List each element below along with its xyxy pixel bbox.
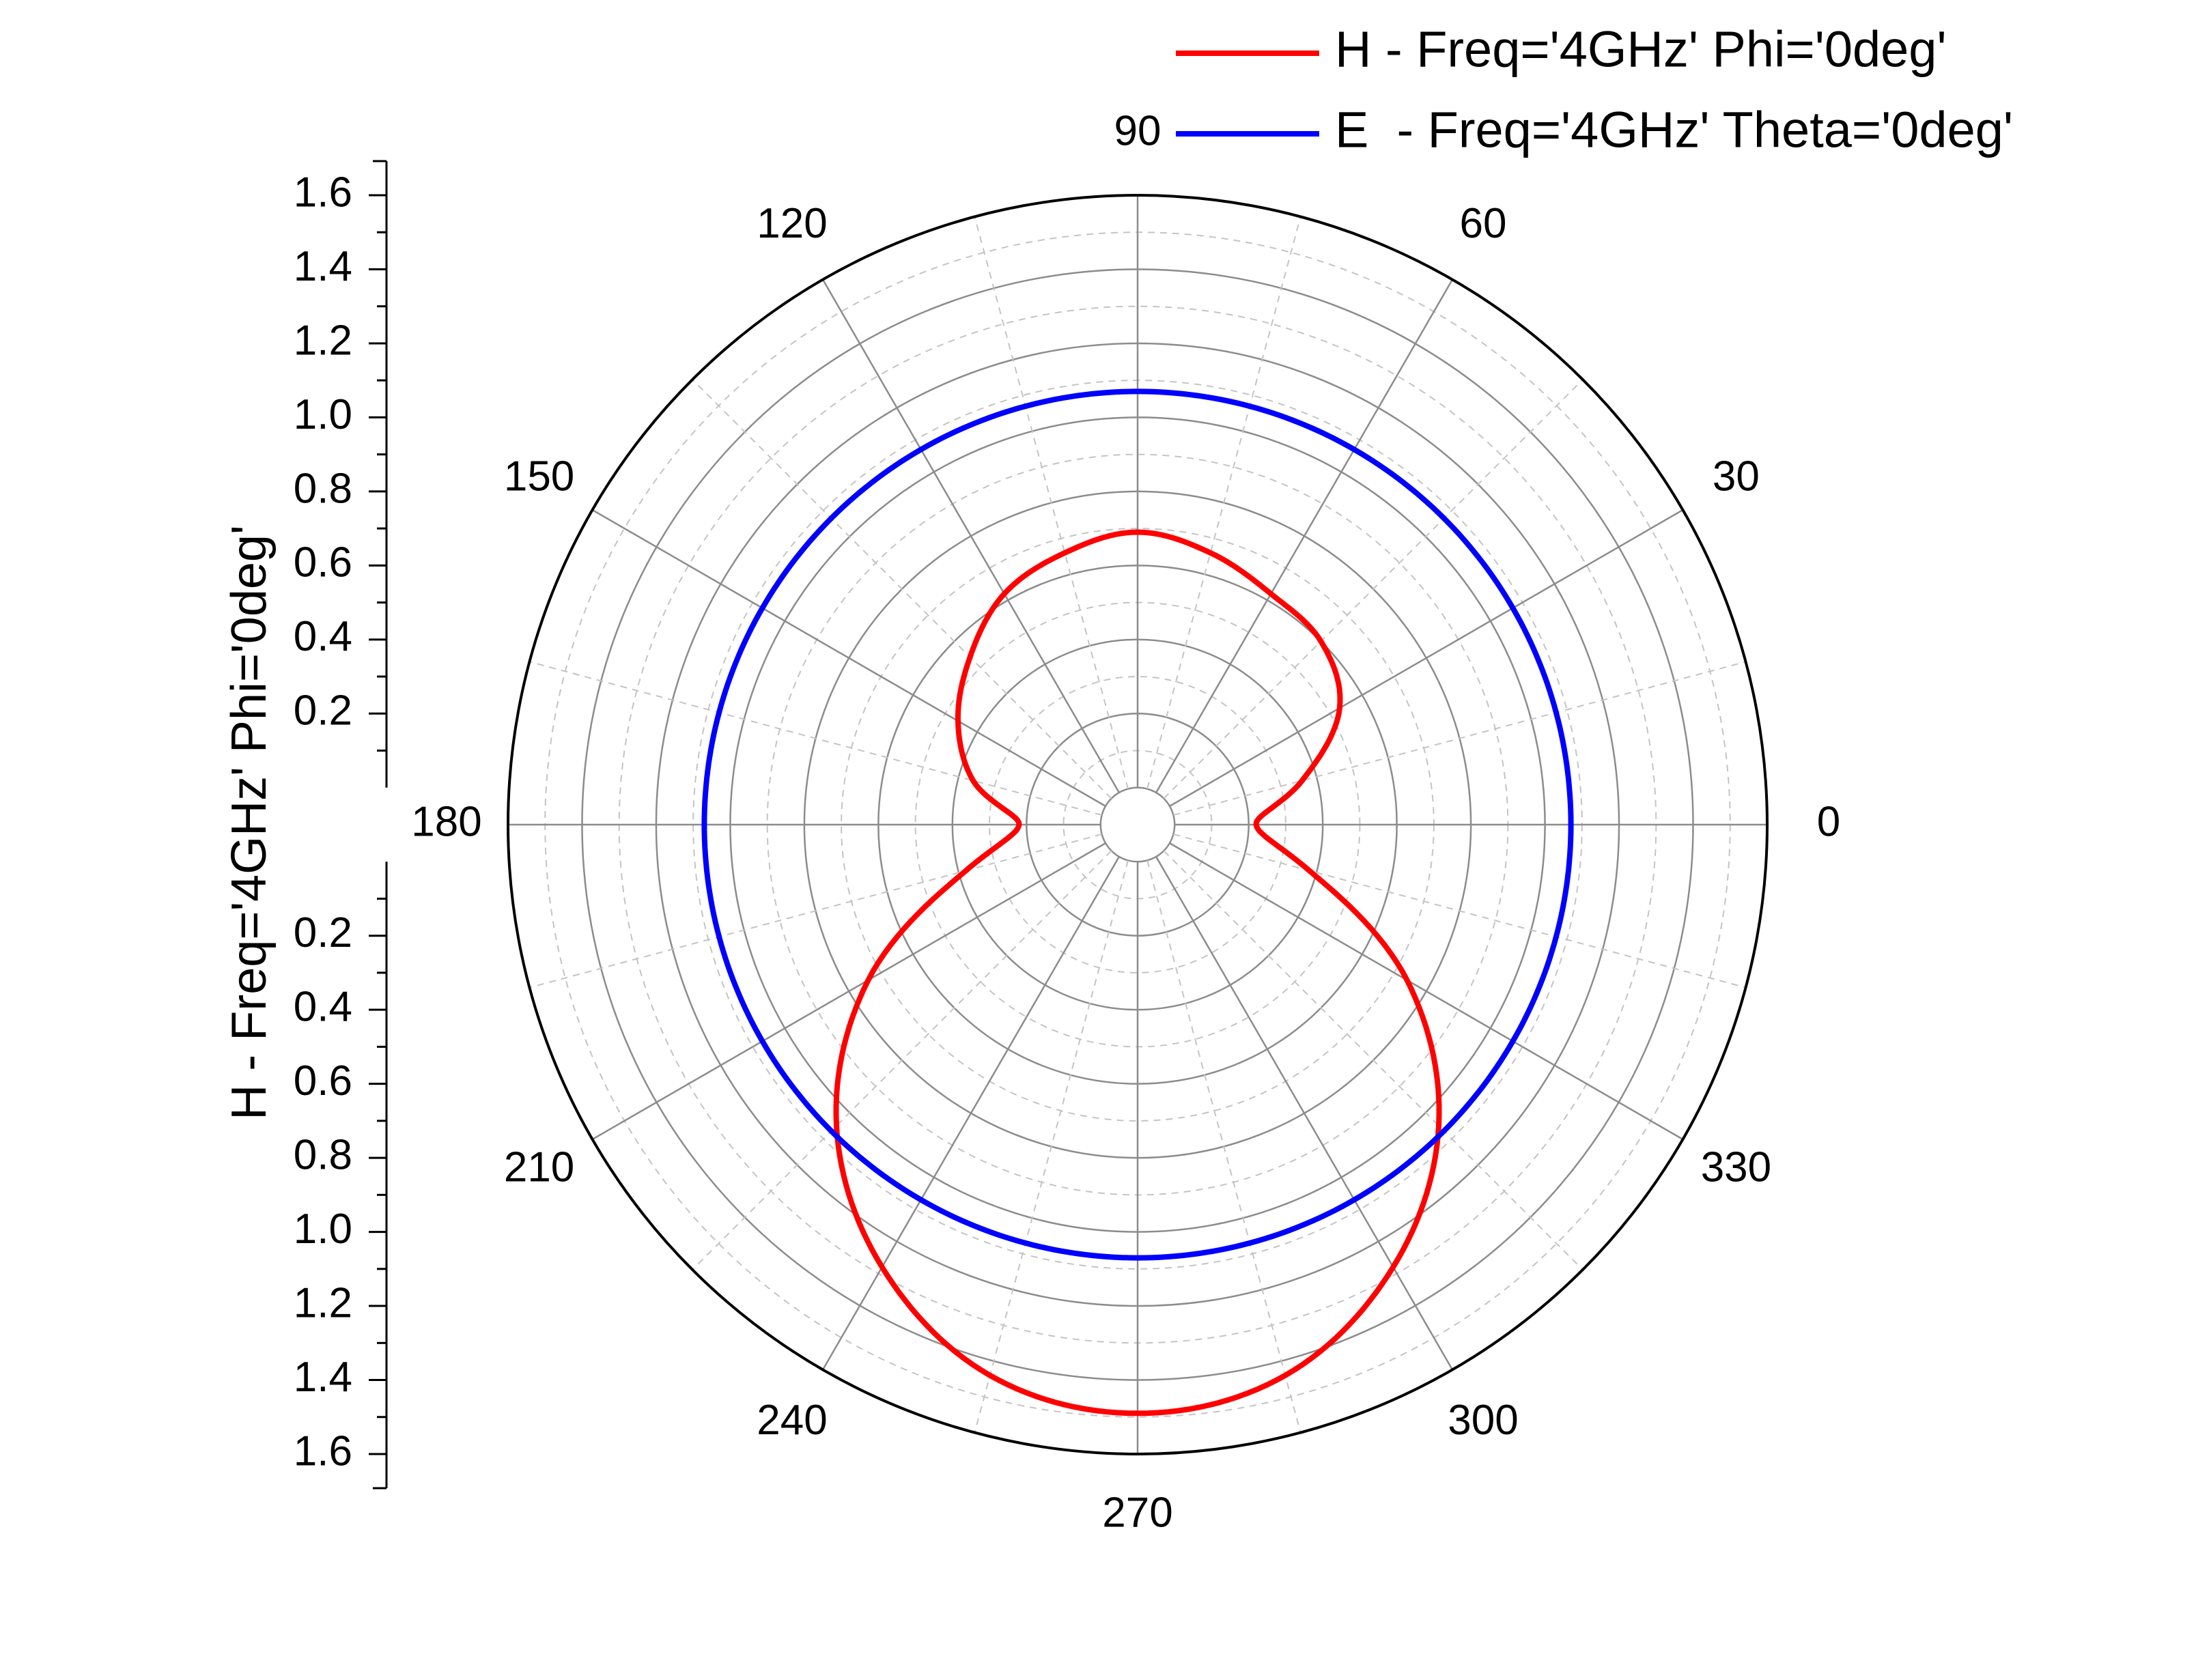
grid-spoke-minor bbox=[692, 850, 1112, 1270]
radial-tick-label: 0.4 bbox=[294, 613, 352, 660]
legend-label: H - Freq='4GHz' Phi='0deg' bbox=[1335, 21, 1947, 78]
grid-spoke-major bbox=[591, 842, 1106, 1141]
series-e-line bbox=[701, 388, 1574, 1261]
angular-tick-label: 150 bbox=[504, 453, 574, 500]
grid-spoke-minor bbox=[1173, 661, 1746, 816]
angular-tick-label: 30 bbox=[1713, 453, 1760, 500]
outer-ring bbox=[507, 194, 1769, 1455]
angular-tick-labels: 0 30 60 90 120 150 180 210 240 270 300 330 bbox=[411, 107, 1840, 1536]
radial-tick-label: 0.2 bbox=[294, 687, 352, 735]
series-layer bbox=[701, 388, 1574, 1416]
grid-spoke-major bbox=[821, 856, 1120, 1371]
radial-tick-label: 1.2 bbox=[294, 1279, 352, 1326]
radial-tick-label: 1.4 bbox=[294, 1354, 352, 1401]
radial-tick-label: 1.2 bbox=[294, 317, 352, 364]
radial-tick-label: 1.4 bbox=[294, 243, 352, 290]
radial-tick-label: 1.0 bbox=[294, 1206, 352, 1253]
radial-tick-label: 0.4 bbox=[294, 984, 352, 1031]
grid-spoke-minor bbox=[692, 379, 1112, 799]
radial-tick-label: 1.0 bbox=[294, 391, 352, 438]
grid-ring-major bbox=[1099, 786, 1176, 863]
angular-tick-label: 0 bbox=[1817, 798, 1840, 845]
grid-spoke-minor bbox=[974, 860, 1129, 1433]
radial-tick-label: 1.6 bbox=[294, 169, 352, 216]
legend: H - Freq='4GHz' Phi='0deg' E - Freq='4GHz… bbox=[1176, 21, 2013, 158]
grid-spoke-minor bbox=[529, 661, 1102, 816]
grid-spoke-minor bbox=[1173, 834, 1746, 988]
grid-spoke-minor bbox=[529, 834, 1102, 988]
angular-tick-label: 180 bbox=[411, 798, 481, 845]
angular-tick-label: 120 bbox=[757, 200, 827, 247]
grid-spoke-major bbox=[1155, 279, 1454, 793]
radial-tick-label: 0.8 bbox=[294, 1131, 352, 1178]
grid-spoke-minor bbox=[1163, 379, 1583, 799]
angular-tick-label: 60 bbox=[1460, 200, 1507, 247]
grid-spoke-minor bbox=[1146, 216, 1301, 789]
radial-tick-label: 1.6 bbox=[294, 1427, 352, 1475]
radial-tick-label: 0.2 bbox=[294, 909, 352, 956]
radial-axis-title: H - Freq='4GHz' Phi='0deg' bbox=[222, 525, 277, 1120]
radial-tick-label: 0.6 bbox=[294, 1057, 352, 1105]
angular-tick-label: 210 bbox=[504, 1143, 574, 1191]
angular-tick-label: 90 bbox=[1114, 107, 1162, 154]
radial-tick-label: 0.8 bbox=[294, 465, 352, 512]
series-h-line bbox=[833, 529, 1442, 1416]
grid-spoke-minor bbox=[1146, 860, 1301, 1433]
radial-axis: 0.2 0.2 0.4 0.4 0.6 0.6 0.8 0.8 1.0 1.0 1.2 1.2 1.4 1… bbox=[294, 160, 388, 1490]
grid-spoke-minor bbox=[1163, 850, 1583, 1270]
grid-spoke-minor bbox=[974, 216, 1129, 789]
grid-spoke-major bbox=[1155, 856, 1454, 1371]
legend-label: E - Freq='4GHz' Theta='0deg' bbox=[1335, 102, 2013, 158]
grid-spoke-major bbox=[591, 509, 1106, 807]
grid-spoke-major bbox=[821, 279, 1120, 793]
angular-tick-label: 300 bbox=[1448, 1397, 1518, 1444]
angular-tick-label: 240 bbox=[757, 1397, 827, 1444]
grid-spoke-major bbox=[1169, 509, 1684, 807]
polar-grid bbox=[507, 194, 1769, 1455]
angular-tick-label: 330 bbox=[1701, 1143, 1771, 1191]
grid-spoke-major bbox=[1169, 842, 1684, 1141]
angular-tick-label: 270 bbox=[1102, 1489, 1172, 1536]
radial-tick-label: 0.6 bbox=[294, 539, 352, 586]
